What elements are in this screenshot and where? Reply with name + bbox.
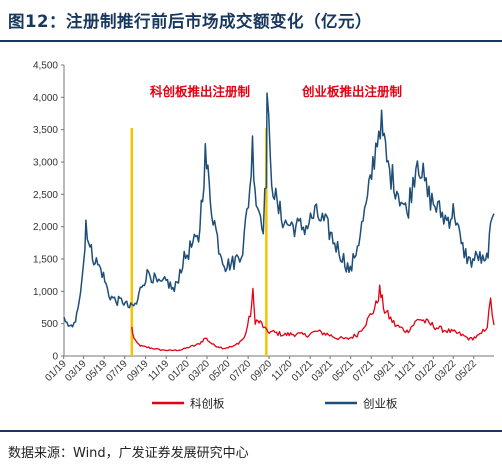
x-tick-label: 07/19 [104, 358, 130, 384]
x-tick-label: 03/22 [433, 358, 459, 384]
page-title: 图12：注册制推行前后市场成交额变化（亿元） [8, 12, 372, 31]
x-tick-label: 03/20 [187, 358, 213, 384]
y-tick-label: 1,000 [33, 287, 58, 298]
y-tick-label: 4,500 [33, 61, 58, 72]
legend-label: 科创板 [190, 397, 225, 411]
y-tick-label: 0 [52, 352, 58, 363]
y-tick-label: 500 [41, 319, 58, 330]
x-tick-label: 01/20 [166, 358, 192, 384]
x-tick-label: 05/19 [84, 358, 110, 384]
series-line-star-market [131, 284, 495, 352]
x-tick-label: 01/19 [43, 358, 69, 384]
x-tick-label: 07/21 [351, 358, 377, 384]
y-tick-label: 3,500 [33, 125, 58, 136]
title-divider [0, 40, 502, 42]
x-tick-label: 01/21 [290, 358, 316, 384]
x-tick-label: 03/19 [63, 358, 89, 384]
legend-label: 创业板 [363, 397, 398, 411]
x-tick-label: 05/20 [207, 358, 233, 384]
x-tick-label: 03/21 [310, 358, 336, 384]
x-tick-label: 11/19 [146, 358, 171, 383]
x-tick-label: 11/21 [393, 358, 418, 383]
registration-annotation: 科创板推出注册制 [150, 84, 250, 99]
x-tick-label: 09/20 [249, 358, 275, 384]
trading-volume-chart: 0 500 1,000 1,500 2,000 2,500 3,000 3,500 4,000 4… [33, 61, 495, 411]
registration-annotation: 创业板推出注册制 [301, 84, 402, 99]
y-tick-label: 1,500 [33, 255, 58, 266]
y-tick-label: 2,000 [33, 222, 58, 233]
x-tick-label: 05/22 [453, 358, 479, 384]
y-tick-label: 4,000 [33, 93, 58, 104]
series-line-chinext [63, 92, 495, 328]
x-tick-label: 11/20 [270, 358, 295, 383]
x-tick-label: 09/21 [372, 358, 398, 384]
x-tick-label: 05/21 [330, 358, 356, 384]
x-tick-label: 09/19 [125, 358, 151, 384]
x-tick-label: 07/20 [228, 358, 254, 384]
y-tick-label: 2,500 [33, 190, 58, 201]
footer-divider [0, 430, 502, 432]
y-tick-label: 3,000 [33, 158, 58, 169]
source-note: 数据来源：Wind，广发证券发展研究中心 [8, 446, 249, 461]
x-tick-label: 01/22 [413, 358, 439, 384]
